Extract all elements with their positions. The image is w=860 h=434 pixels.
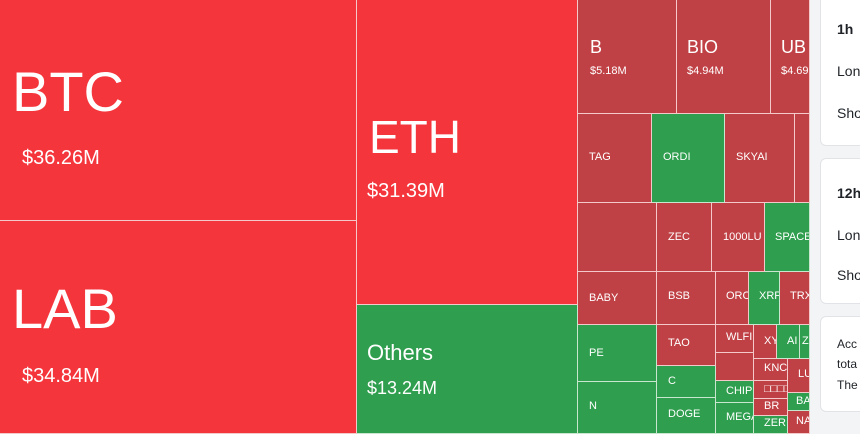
tile-symbol: ORDI xyxy=(663,151,691,163)
tile-n[interactable]: N xyxy=(578,382,657,434)
tile-unlabeled[interactable] xyxy=(578,203,657,272)
tile-symbol: AI xyxy=(787,335,798,347)
tile-b[interactable]: B $5.18M xyxy=(578,0,677,114)
tile-xrp[interactable]: XRP xyxy=(749,272,780,325)
tile-baby[interactable]: BABY xyxy=(578,272,657,325)
tile-symbol: TAO xyxy=(668,337,690,349)
tile-lun[interactable]: LUN xyxy=(788,359,810,393)
tile-value: $5.18M xyxy=(590,65,627,77)
note-line-1: Acc xyxy=(837,337,858,351)
tile-symbol: TAG xyxy=(589,151,611,163)
liquidation-heatmap: BTC $36.26M LAB $34.84M ETH $31.39M Others $13.… xyxy=(0,0,810,434)
tile-[interactable]: □□□□ xyxy=(754,381,788,399)
tile-value: $36.26M xyxy=(22,147,100,169)
tile-bas[interactable]: BAS xyxy=(788,393,810,411)
tile-symbol: BABY xyxy=(589,292,619,304)
tile-knc[interactable]: KNC xyxy=(754,359,788,381)
tile-others[interactable]: Others $13.24M xyxy=(357,305,578,434)
tile-ai[interactable]: AI xyxy=(777,325,800,359)
tile-symbol: DOGE xyxy=(668,408,701,420)
tile-symbol: UB xyxy=(781,37,807,57)
tile-symbol: B xyxy=(590,37,603,57)
tile-bio[interactable]: BIO $4.94M xyxy=(677,0,771,114)
tile-symbol: ORCA xyxy=(726,290,748,302)
tile-unlabeled[interactable] xyxy=(795,114,810,203)
tile-symbol: C xyxy=(668,375,676,387)
tile-symbol: ETH xyxy=(369,111,461,163)
tile-symbol: XYZ: xyxy=(764,335,776,347)
tile-symbol: WLFI xyxy=(726,331,753,343)
tile-symbol: LAB xyxy=(12,277,118,340)
note-line-3: The xyxy=(837,378,858,392)
tile-symbol: TRX xyxy=(790,290,810,302)
tile-symbol: SKYAI xyxy=(736,151,768,163)
tile-symbol: N xyxy=(589,400,597,412)
tile-mega[interactable]: MEGA xyxy=(716,403,754,434)
card-title: 1h xyxy=(837,21,854,37)
tile-symbol: □□□□ xyxy=(764,383,788,395)
tile-zec[interactable]: ZEC xyxy=(657,203,712,272)
tile-pe[interactable]: PE xyxy=(578,325,657,382)
card-title: 12h xyxy=(837,185,860,201)
tile-nao[interactable]: NAO xyxy=(788,411,810,434)
tile-1000lu[interactable]: 1000LU xyxy=(712,203,765,272)
summary-card-1h[interactable]: 1h Lon Sho xyxy=(820,0,860,146)
tile-symbol: SPACE xyxy=(775,231,810,243)
tile-symbol: ZER xyxy=(764,417,786,429)
tile-symbol: MEGA xyxy=(726,411,753,423)
long-label: Lon xyxy=(837,227,860,243)
tile-symbol: BTC xyxy=(12,60,124,123)
tile-symbol: XRP xyxy=(759,290,780,302)
tile-symbol: ZEC xyxy=(668,231,690,243)
tile-skyai[interactable]: SKYAI xyxy=(725,114,795,203)
tile-symbol: BR xyxy=(764,400,780,412)
tile-zer[interactable]: ZER xyxy=(754,416,788,434)
tile-symbol: PE xyxy=(589,347,604,359)
tile-ub[interactable]: UB $4.69 xyxy=(771,0,810,114)
note-line-2: tota xyxy=(837,357,858,371)
tile-unlabeled[interactable] xyxy=(716,353,754,381)
tile-zr[interactable]: ZR xyxy=(800,325,810,359)
liquidation-summary-panel: 1h Lon Sho 12h Lon Sho Acc tota The xyxy=(810,0,860,434)
tile-symbol: BSB xyxy=(668,290,691,302)
tile-chip[interactable]: CHIP xyxy=(716,381,754,403)
tile-space[interactable]: SPACE xyxy=(765,203,810,272)
tile-symbol: NAO xyxy=(796,415,809,427)
tile-symbol: LUN xyxy=(798,368,809,380)
tile-tao[interactable]: TAO xyxy=(657,325,716,366)
tile-symbol: BAS xyxy=(796,395,810,407)
tile-value: $34.84M xyxy=(22,365,100,387)
short-label: Sho xyxy=(837,105,860,121)
long-label: Lon xyxy=(837,63,860,79)
tile-c[interactable]: C xyxy=(657,366,716,398)
tile-ordi[interactable]: ORDI xyxy=(652,114,725,203)
tile-eth[interactable]: ETH $31.39M xyxy=(357,0,578,305)
tile-bsb[interactable]: BSB xyxy=(657,272,716,325)
short-label: Sho xyxy=(837,267,860,283)
tile-btc[interactable]: BTC $36.26M xyxy=(0,0,357,221)
tile-value: $13.24M xyxy=(367,378,438,398)
tile-doge[interactable]: DOGE xyxy=(657,398,716,434)
tile-symbol: KNC xyxy=(764,362,788,374)
tile-value: $4.94M xyxy=(687,65,724,77)
tile-tag[interactable]: TAG xyxy=(578,114,652,203)
tile-value: $4.69 xyxy=(781,65,809,77)
tile-symbol: 1000LU xyxy=(723,231,762,243)
tile-symbol: ZR xyxy=(802,335,809,347)
info-note-card: Acc tota The xyxy=(820,316,860,412)
tile-trx[interactable]: TRX xyxy=(780,272,810,325)
tile-symbol: CHIP xyxy=(726,385,753,397)
tile-symbol: Others xyxy=(367,340,434,365)
tile-orca[interactable]: ORCA xyxy=(716,272,749,325)
tile-symbol: BIO xyxy=(687,37,719,57)
tile-lab[interactable]: LAB $34.84M xyxy=(0,221,357,434)
tile-wlfi[interactable]: WLFI xyxy=(716,325,754,353)
summary-card-12h[interactable]: 12h Lon Sho xyxy=(820,158,860,304)
tile-br[interactable]: BR xyxy=(754,399,788,416)
tile-value: $31.39M xyxy=(367,180,445,202)
tile-xyz[interactable]: XYZ: xyxy=(754,325,777,359)
